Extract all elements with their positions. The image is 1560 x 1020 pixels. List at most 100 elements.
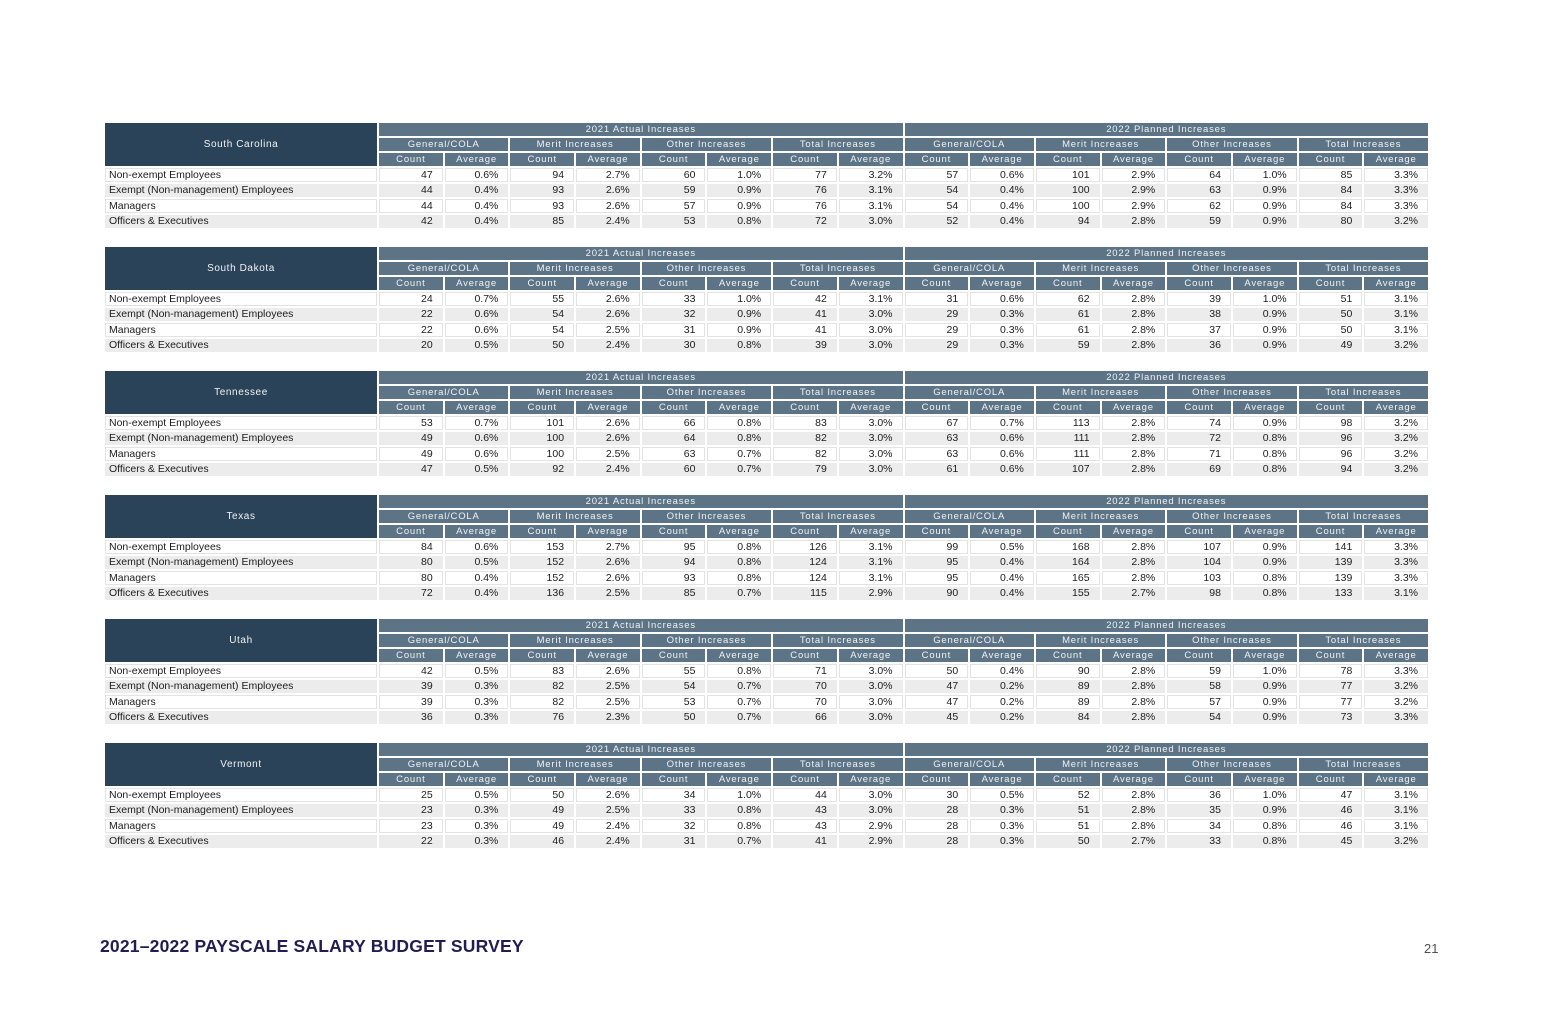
- metric-header: Count: [641, 153, 706, 166]
- row-label: Managers: [105, 199, 377, 213]
- data-cell: 3.2%: [1364, 447, 1428, 461]
- data-cell: 30: [641, 338, 706, 352]
- data-cell: 28: [904, 803, 969, 817]
- metric-header: Average: [1364, 401, 1428, 414]
- data-cell: 0.8%: [1232, 834, 1297, 848]
- data-cell: 47: [904, 695, 969, 709]
- data-cell: 3.1%: [838, 555, 903, 569]
- section-header-row: South Carolina 2021 Actual Increases 2022 …: [105, 123, 1428, 166]
- table-row: Exempt (Non-management) Employees 22 0.6% 5…: [105, 307, 1428, 321]
- metric-header: Count: [773, 277, 837, 290]
- table-body: South Carolina 2021 Actual Increases 2022 …: [105, 123, 1428, 228]
- data-cell: 96: [1298, 447, 1363, 461]
- data-cell: 0.5%: [970, 540, 1034, 554]
- data-cell: 59: [641, 183, 706, 197]
- data-cell: 90: [1035, 664, 1100, 678]
- metric-header: Average: [576, 401, 640, 414]
- data-cell: 2.4%: [576, 338, 640, 352]
- row-label: Non-exempt Employees: [105, 292, 377, 306]
- data-cell: 53: [379, 416, 443, 430]
- metric-header: Count: [904, 525, 969, 538]
- data-cell: 78: [1298, 664, 1363, 678]
- data-cell: 36: [1167, 788, 1231, 802]
- state-header: Utah: [105, 619, 377, 662]
- data-cell: 2.8%: [1101, 555, 1166, 569]
- data-cell: 71: [773, 664, 837, 678]
- data-cell: 2.8%: [1101, 214, 1166, 228]
- metric-header: Average: [1232, 153, 1297, 166]
- group-header: Other Increases: [1167, 510, 1297, 523]
- data-cell: 50: [641, 710, 706, 724]
- data-cell: 0.3%: [444, 679, 509, 693]
- table-row: Managers 22 0.6% 54 2.5% 31 0.9% 41 3.0% 29 0.3% 61…: [105, 323, 1428, 337]
- metric-header: Count: [1298, 153, 1363, 166]
- state-table: Utah 2021 Actual Increases 2022 Planned In…: [103, 617, 1430, 726]
- data-cell: 1.0%: [707, 788, 772, 802]
- row-label: Managers: [105, 571, 377, 585]
- data-cell: 0.5%: [444, 338, 509, 352]
- data-cell: 0.9%: [1232, 679, 1297, 693]
- data-cell: 2.3%: [576, 710, 640, 724]
- row-label: Exempt (Non-management) Employees: [105, 431, 377, 445]
- data-cell: 152: [510, 555, 575, 569]
- data-cell: 2.9%: [1101, 183, 1166, 197]
- metric-header: Average: [444, 525, 509, 538]
- data-cell: 29: [904, 307, 969, 321]
- metric-header: Count: [1167, 153, 1231, 166]
- data-cell: 3.3%: [1364, 199, 1428, 213]
- data-cell: 3.0%: [838, 462, 903, 476]
- data-cell: 2.5%: [576, 695, 640, 709]
- data-cell: 0.8%: [707, 540, 772, 554]
- group-header: Total Increases: [1298, 758, 1428, 771]
- data-cell: 77: [773, 168, 837, 182]
- data-cell: 0.8%: [1232, 462, 1297, 476]
- metric-header: Average: [1101, 277, 1166, 290]
- data-cell: 2.4%: [576, 834, 640, 848]
- metric-header: Average: [838, 277, 903, 290]
- table-body: South Dakota 2021 Actual Increases 2022 Pl…: [105, 247, 1428, 352]
- data-cell: 3.0%: [838, 307, 903, 321]
- metric-header: Average: [1364, 773, 1428, 786]
- data-cell: 2.6%: [576, 199, 640, 213]
- data-cell: 3.0%: [838, 788, 903, 802]
- group-header: Merit Increases: [510, 634, 640, 647]
- data-cell: 3.0%: [838, 323, 903, 337]
- state-header: Texas: [105, 495, 377, 538]
- data-cell: 53: [641, 214, 706, 228]
- group-header: General/COLA: [379, 634, 509, 647]
- data-cell: 49: [510, 803, 575, 817]
- data-cell: 2.8%: [1101, 819, 1166, 833]
- data-cell: 69: [1167, 462, 1231, 476]
- data-cell: 1.0%: [1232, 788, 1297, 802]
- data-cell: 49: [1298, 338, 1363, 352]
- data-cell: 0.8%: [1232, 586, 1297, 600]
- metric-header: Count: [1167, 525, 1231, 538]
- data-cell: 62: [1035, 292, 1100, 306]
- table-row: Managers 44 0.4% 93 2.6% 57 0.9% 76 3.1% 54 0.4% 10…: [105, 199, 1428, 213]
- data-cell: 113: [1035, 416, 1100, 430]
- data-cell: 0.7%: [444, 416, 509, 430]
- data-cell: 45: [1298, 834, 1363, 848]
- data-cell: 2.9%: [838, 586, 903, 600]
- data-cell: 2.6%: [576, 571, 640, 585]
- data-cell: 2.7%: [1101, 834, 1166, 848]
- metric-header: Count: [379, 649, 443, 662]
- metric-header: Average: [707, 525, 772, 538]
- metric-header: Count: [773, 153, 837, 166]
- data-cell: 0.9%: [707, 183, 772, 197]
- data-cell: 72: [1167, 431, 1231, 445]
- data-cell: 38: [1167, 307, 1231, 321]
- data-cell: 2.8%: [1101, 323, 1166, 337]
- group-header: Other Increases: [641, 510, 772, 523]
- data-cell: 63: [904, 447, 969, 461]
- row-label: Officers & Executives: [105, 214, 377, 228]
- tables-container: South Carolina 2021 Actual Increases 2022 …: [103, 121, 1430, 865]
- metric-header: Average: [1101, 401, 1166, 414]
- metric-header: Average: [707, 153, 772, 166]
- group-header: Other Increases: [1167, 386, 1297, 399]
- data-cell: 0.8%: [707, 431, 772, 445]
- data-cell: 30: [904, 788, 969, 802]
- data-cell: 3.1%: [838, 199, 903, 213]
- group-header: General/COLA: [904, 634, 1034, 647]
- data-cell: 98: [1298, 416, 1363, 430]
